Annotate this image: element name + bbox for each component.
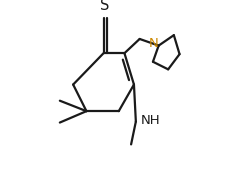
- Text: NH: NH: [141, 114, 160, 127]
- Text: S: S: [100, 0, 110, 13]
- Text: N: N: [149, 37, 159, 50]
